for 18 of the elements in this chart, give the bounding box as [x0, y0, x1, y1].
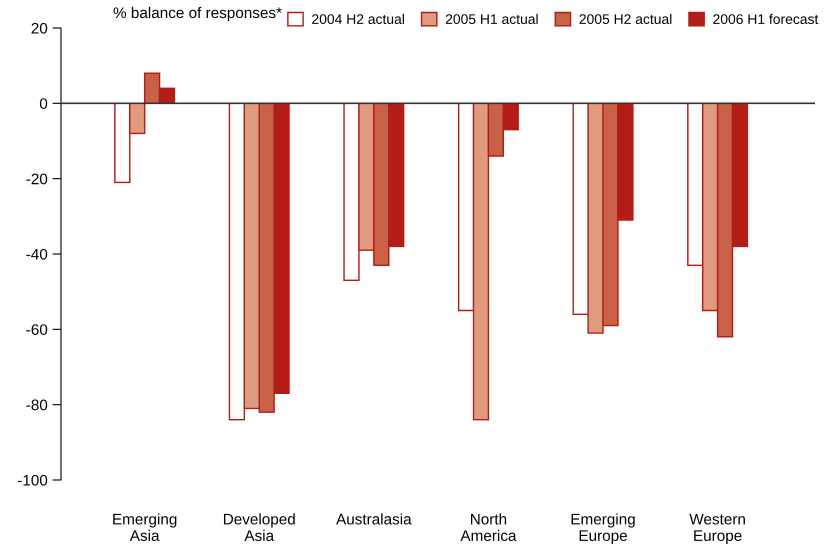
y-axis-title: % balance of responses* — [114, 6, 282, 22]
legend-label: 2006 H1 forecast — [713, 14, 818, 24]
legend-label: 2005 H1 actual — [446, 14, 538, 24]
y-tick-label: -20 — [26, 174, 48, 184]
x-tick-label: Emerging Asia — [113, 513, 176, 542]
x-tick-label: Developed Asia — [224, 513, 295, 542]
x-tick-label: North America — [460, 513, 516, 542]
x-tick-label: Australasia — [336, 513, 412, 525]
y-tick-label: 20 — [32, 22, 48, 34]
x-tick-label: Emerging Europe — [572, 513, 635, 544]
x-tick-label: Western Europe — [689, 514, 745, 544]
y-tick-label: 0 — [40, 98, 48, 110]
y-tick-label: -60 — [26, 324, 48, 336]
legend-label: 2005 H2 actual — [580, 14, 672, 24]
legend-label: 2004 H2 actual — [312, 14, 404, 24]
y-tick-label: -100 — [18, 474, 48, 486]
y-tick-label: -80 — [26, 400, 48, 410]
y-tick-label: -40 — [26, 248, 48, 260]
